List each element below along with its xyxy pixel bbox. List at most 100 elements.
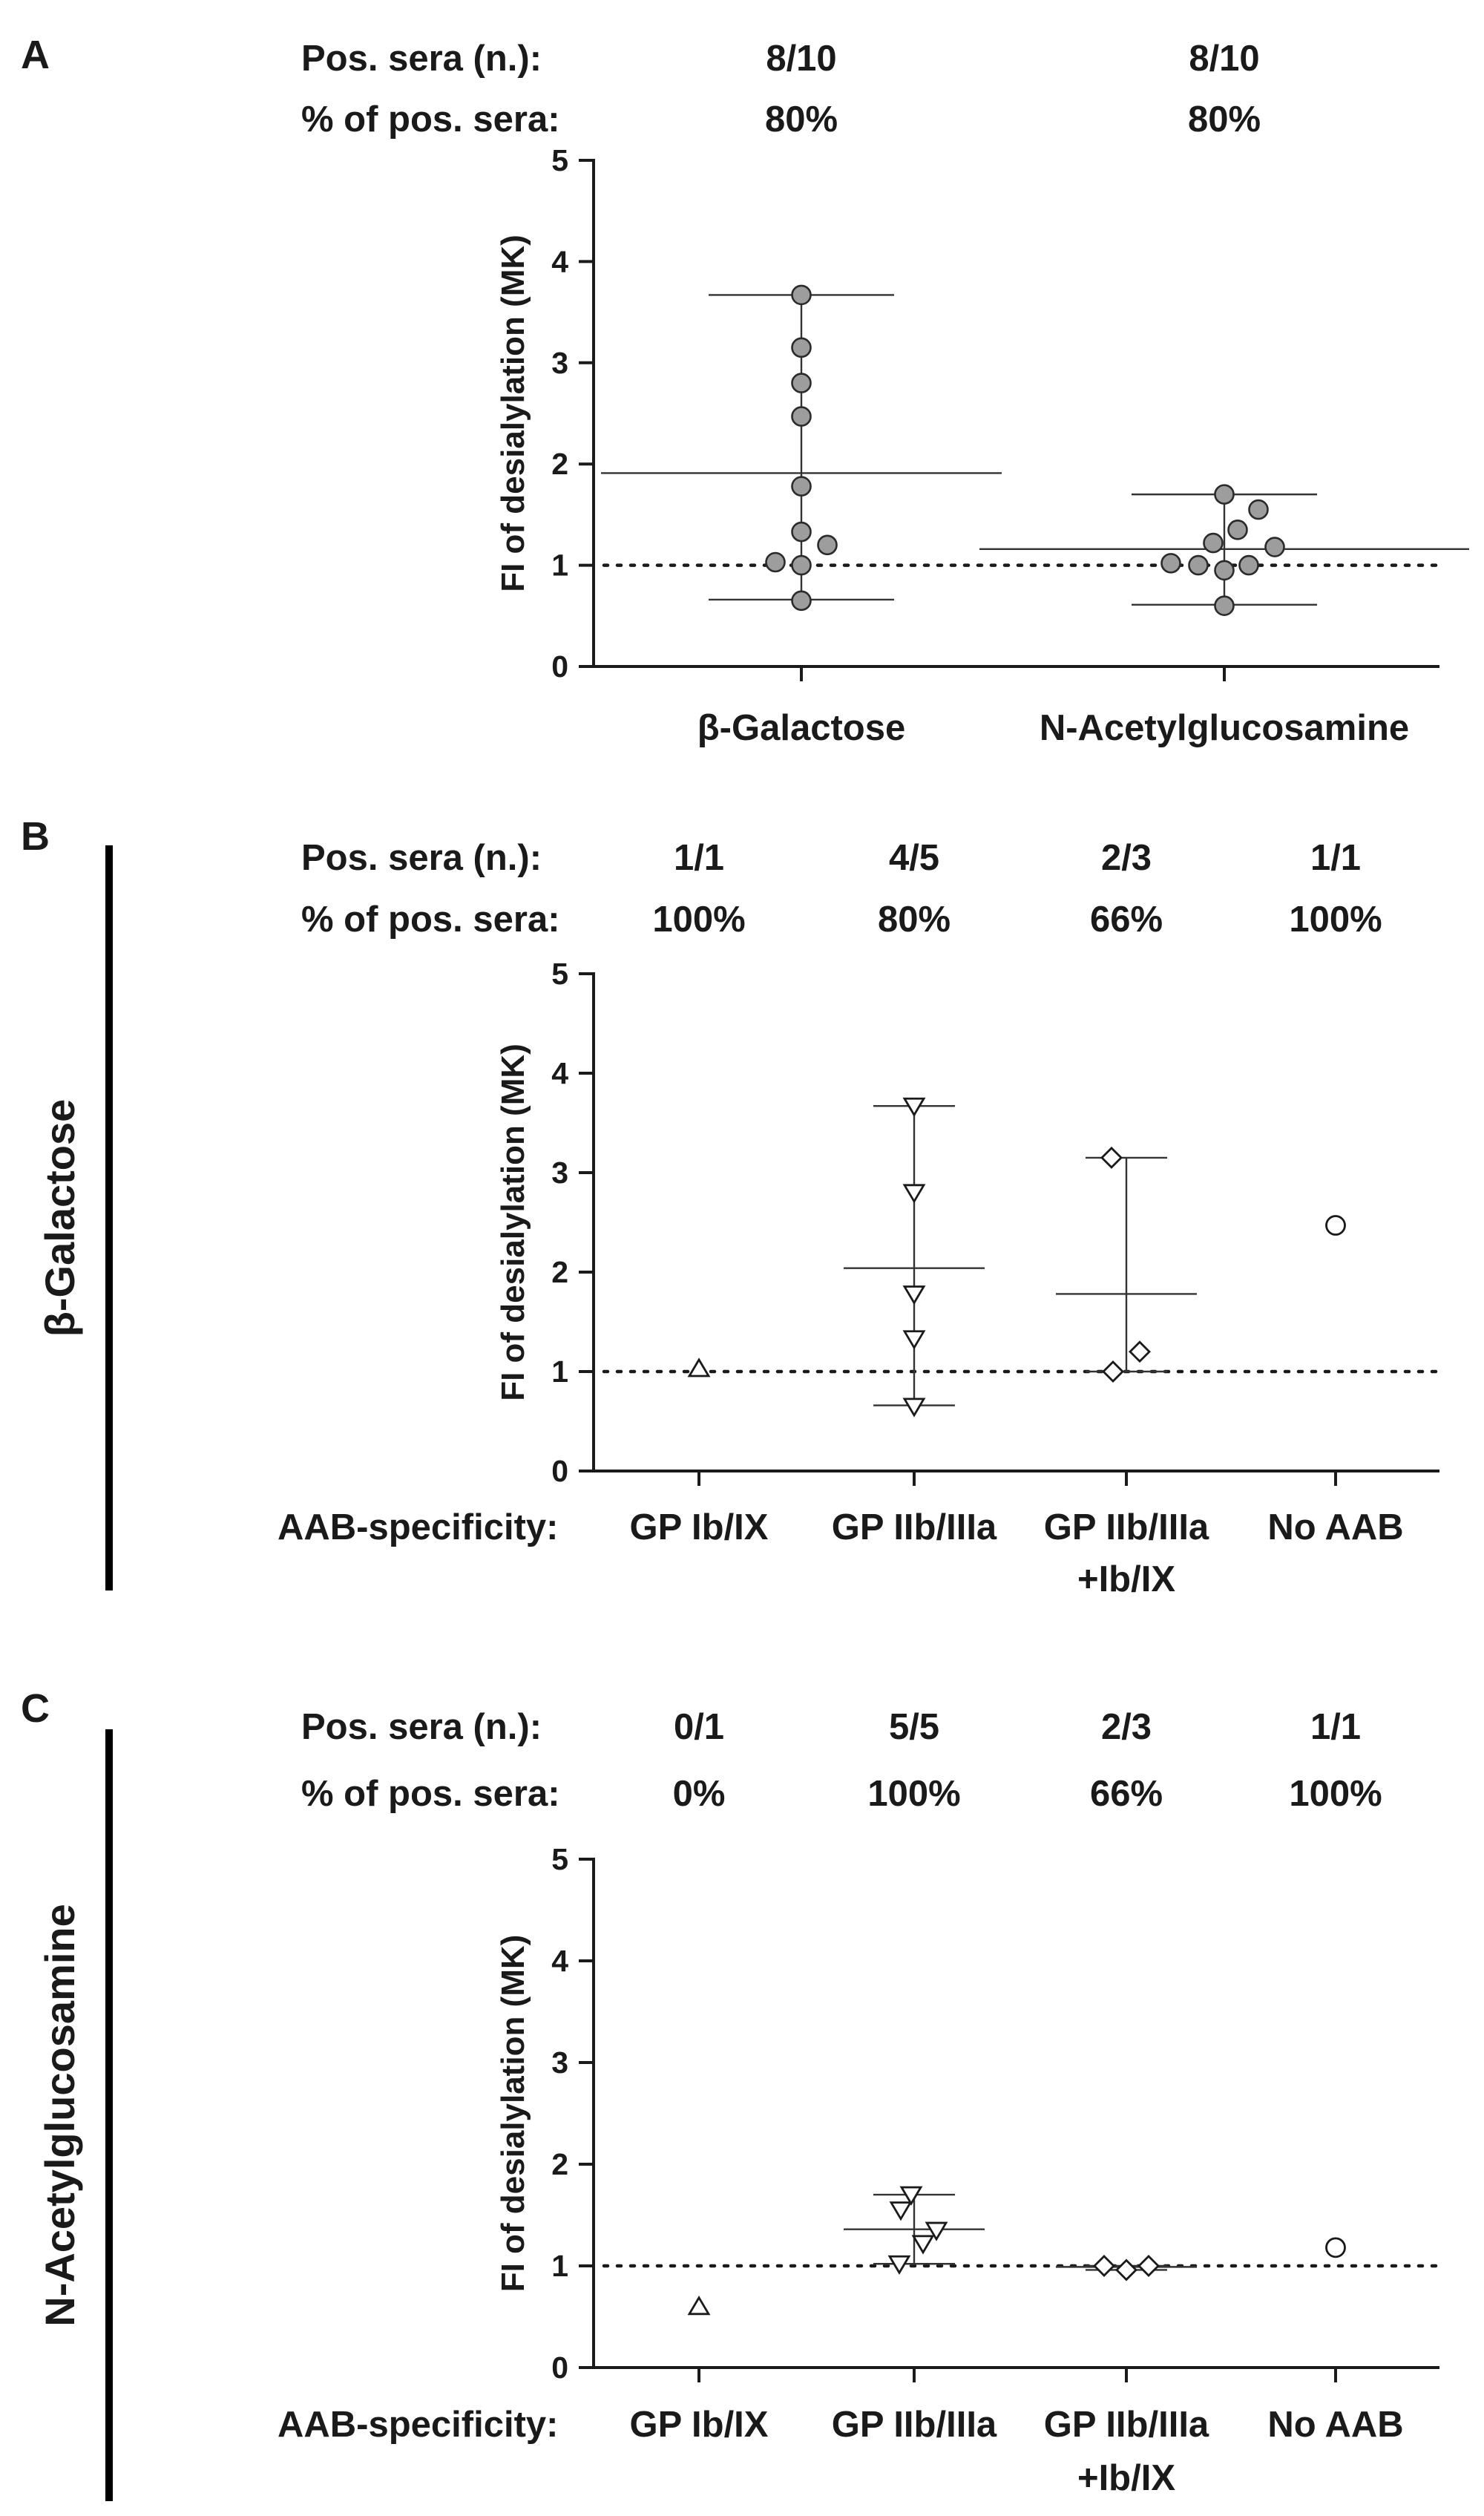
data-point — [1160, 553, 1181, 574]
data-point — [765, 551, 786, 573]
pct-pos-sera-value: 0% — [673, 1774, 726, 1814]
y-tick-label: 0 — [551, 2350, 568, 2385]
pct-pos-sera-value: 100% — [867, 1774, 960, 1814]
pct-pos-sera-value: 80% — [765, 99, 838, 140]
category-label: GP IIb/IIIa — [832, 1507, 997, 1547]
data-point — [1248, 499, 1269, 520]
data-point — [1325, 1215, 1346, 1236]
data-point — [1214, 595, 1235, 616]
panel-c: C N-Acetylglucosamine Pos. sera (n.): % of … — [21, 1686, 1442, 2501]
pos-sera-value: 5/5 — [889, 1707, 939, 1747]
series-1 — [844, 1097, 985, 1418]
data-point — [687, 1357, 711, 1377]
pos-sera-value: 2/3 — [1101, 838, 1152, 878]
y-tick-label: 0 — [551, 649, 568, 684]
panel-letter-b: B — [21, 814, 50, 859]
data-point — [1100, 1146, 1123, 1169]
data-point — [817, 534, 838, 556]
series-0 — [687, 2296, 711, 2316]
category-label: GP Ib/IX — [630, 2405, 769, 2445]
y-tick-label: 3 — [551, 2045, 568, 2080]
panel-letter-a: A — [21, 33, 50, 77]
aab-specificity-label: AAB-specificity: — [278, 2405, 558, 2445]
y-axis-label: FI of desialylation (MK) — [495, 235, 531, 592]
data-point — [1214, 560, 1235, 581]
data-point — [902, 1097, 926, 1117]
data-point — [887, 2255, 911, 2276]
category-label: GP IIb/IIIa — [1044, 1507, 1209, 1547]
panel-a: A Pos. sera (n.): % of pos. sera: 8/10 80% 8/… — [21, 33, 1469, 748]
series-0 — [601, 284, 1002, 612]
pct-pos-sera-label: % of pos. sera: — [301, 99, 560, 140]
data-point — [902, 1285, 926, 1305]
data-point — [687, 2296, 711, 2316]
panel-b: Bβ-Galactose Pos. sera (n.): % of pos. ser… — [21, 814, 1442, 1599]
data-point — [791, 337, 812, 358]
data-point — [791, 476, 812, 497]
side-label: β-Galactose — [36, 1099, 83, 1337]
data-point — [1188, 554, 1209, 576]
data-point — [791, 284, 812, 306]
panel-letter-c: C — [21, 1686, 50, 1731]
series-2 — [1056, 2255, 1197, 2281]
series-1 — [979, 484, 1469, 616]
y-tick-label: 2 — [551, 1255, 568, 1289]
y-tick-label: 1 — [551, 548, 568, 583]
data-point — [1325, 2237, 1346, 2258]
series-3 — [1325, 2237, 1346, 2258]
pos-sera-value: 1/1 — [1310, 1707, 1361, 1747]
pos-sera-value: 8/10 — [1189, 39, 1259, 79]
pos-sera-value: 2/3 — [1101, 1707, 1152, 1747]
y-tick-label: 1 — [551, 2249, 568, 2283]
data-point — [1264, 537, 1285, 557]
data-point — [902, 1330, 926, 1350]
data-point — [1102, 1360, 1124, 1383]
pos-sera-value: 0/1 — [674, 1707, 724, 1747]
y-tick-label: 4 — [551, 1944, 568, 1978]
data-point — [889, 2201, 913, 2221]
data-point — [911, 2235, 935, 2255]
category-label: GP IIb/IIIa — [832, 2405, 997, 2445]
y-tick-label: 4 — [551, 244, 568, 278]
pct-pos-sera-label: % of pos. sera: — [301, 1774, 560, 1814]
series-1 — [844, 2186, 985, 2276]
data-point — [791, 554, 812, 576]
data-point — [902, 1398, 926, 1418]
pos-sera-value: 1/1 — [1310, 838, 1361, 878]
pct-pos-sera-value: 80% — [878, 900, 951, 940]
category-label-line2: +Ib/IX — [1077, 1559, 1175, 1599]
pos-sera-label: Pos. sera (n.): — [301, 838, 542, 878]
data-point — [1115, 2258, 1137, 2281]
y-axis-label: FI of desialylation (MK) — [495, 1044, 531, 1401]
aab-specificity-label: AAB-specificity: — [278, 1507, 558, 1547]
series-3 — [1325, 1215, 1346, 1236]
data-point — [899, 2186, 923, 2206]
pct-pos-sera-value: 66% — [1090, 1774, 1163, 1814]
series-0 — [687, 1357, 711, 1377]
pos-sera-value: 4/5 — [889, 838, 939, 878]
side-label: N-Acetylglucosamine — [36, 1904, 83, 2327]
data-point — [925, 2221, 948, 2241]
pct-pos-sera-value: 66% — [1090, 900, 1163, 940]
category-label: GP IIb/IIIa — [1044, 2405, 1209, 2445]
data-point — [1238, 554, 1259, 576]
data-point — [1214, 484, 1235, 505]
pos-sera-value: 1/1 — [674, 838, 724, 878]
category-label: N-Acetylglucosamine — [1040, 708, 1409, 748]
y-tick-label: 3 — [551, 1156, 568, 1190]
y-tick-label: 0 — [551, 1454, 568, 1488]
category-label: GP Ib/IX — [630, 1507, 769, 1547]
data-point — [1093, 2255, 1115, 2277]
data-point — [902, 1184, 926, 1204]
category-label: No AAB — [1267, 1507, 1403, 1547]
y-tick-label: 3 — [551, 346, 568, 380]
series-2 — [1056, 1146, 1197, 1383]
category-label-line2: +Ib/IX — [1077, 2458, 1175, 2498]
y-tick-label: 1 — [551, 1354, 568, 1389]
pct-pos-sera-value: 80% — [1188, 99, 1261, 140]
data-point — [791, 521, 812, 543]
y-tick-label: 2 — [551, 2147, 568, 2181]
pct-pos-sera-value: 100% — [1289, 900, 1382, 940]
pos-sera-label: Pos. sera (n.): — [301, 39, 542, 79]
